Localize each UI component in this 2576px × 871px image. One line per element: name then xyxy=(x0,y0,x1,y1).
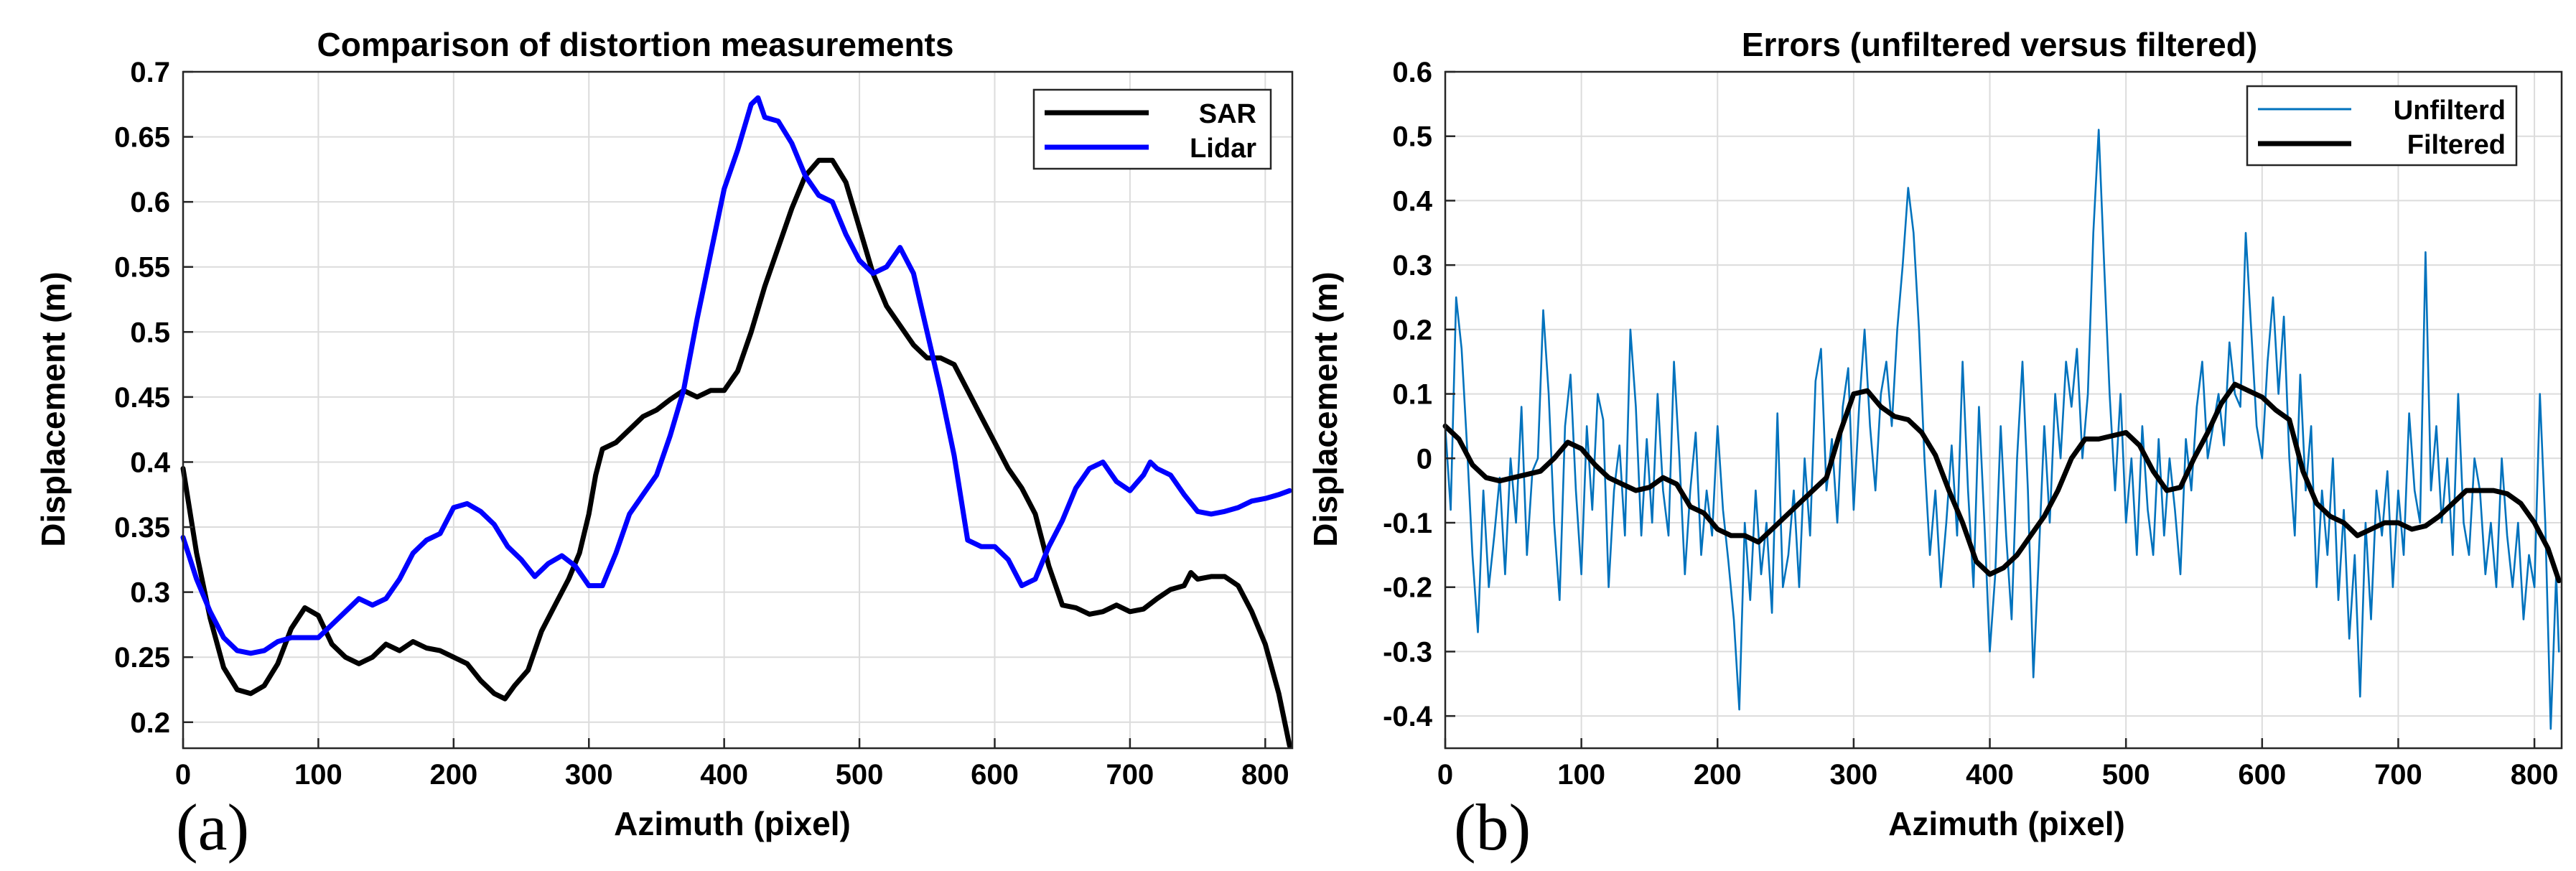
chart-b-ytick-label-8: 0.4 xyxy=(1392,185,1432,217)
chart-b-ytick-label-2: -0.2 xyxy=(1383,572,1432,604)
chart-b-ytick-label-3: -0.1 xyxy=(1383,508,1432,539)
chart-a-legend-box xyxy=(1032,88,1272,170)
chart-a-plot-frame xyxy=(182,70,1294,750)
chart-b-series-filtered-line xyxy=(1442,381,2562,584)
chart-panel-a: Comparison of distortion measurements 0 1… xyxy=(34,26,1294,864)
chart-a-xtick-label-600: 600 xyxy=(971,759,1019,791)
chart-a-xtick-label-700: 700 xyxy=(1106,759,1154,791)
chart-a-xtick-label-300: 300 xyxy=(565,759,613,791)
chart-a-ytick-label-4: 0.4 xyxy=(130,447,170,478)
chart-a-ytick-label-10: 0.7 xyxy=(130,57,170,88)
chart-a-legend: SAR Lidar xyxy=(1032,88,1272,170)
panel-label-b: (b) xyxy=(1454,791,1531,864)
chart-a-ytick-label-0: 0.2 xyxy=(130,707,170,739)
chart-a-series-sar-line xyxy=(180,157,1292,748)
chart-a-ytick-label-5: 0.45 xyxy=(114,382,170,414)
chart-a-xtick-label-200: 200 xyxy=(429,759,477,791)
chart-a-ytick-label-2: 0.3 xyxy=(130,577,170,609)
chart-b-xtick-label-400: 400 xyxy=(1966,759,2014,791)
chart-a-xlabel: Azimuth (pixel) xyxy=(614,805,851,842)
chart-b-ytick-label-6: 0.2 xyxy=(1392,315,1432,346)
chart-b-ytick-label-10: 0.6 xyxy=(1392,57,1432,88)
chart-b-legend-box xyxy=(2246,85,2518,167)
legend-label-sar: SAR xyxy=(1199,99,1256,129)
chart-b-ytick-label-0: -0.4 xyxy=(1383,701,1433,732)
chart-b-ytick-label-9: 0.5 xyxy=(1392,121,1432,153)
chart-b-series-unfilterd-line xyxy=(1444,129,2560,730)
legend-label-unfilterd: Unfilterd xyxy=(2394,96,2506,126)
legend-label-lidar: Lidar xyxy=(1190,134,1256,164)
chart-b-ytick-label-1: -0.3 xyxy=(1383,636,1432,668)
chart-b-legend: Unfilterd Filtered xyxy=(2246,85,2518,167)
chart-b-title: Errors (unfiltered versus filtered) xyxy=(1742,26,2257,63)
chart-a-xtick-label-0: 0 xyxy=(175,759,191,791)
chart-a-series-lidar-line xyxy=(180,95,1292,656)
chart-a-xtick-label-400: 400 xyxy=(700,759,748,791)
chart-a-ytick-label-1: 0.25 xyxy=(114,642,170,674)
chart-b-series-layer xyxy=(1442,129,2562,730)
panel-label-a: (a) xyxy=(176,791,249,864)
chart-a-xtick-label-800: 800 xyxy=(1241,759,1289,791)
chart-b-ytick-label-5: 0.1 xyxy=(1392,379,1432,411)
chart-panel-b: Errors (unfiltered versus filtered) 0 100… xyxy=(1307,26,2563,864)
chart-b-xtick-label-800: 800 xyxy=(2511,759,2559,791)
chart-a-xtick-label-500: 500 xyxy=(836,759,884,791)
chart-b-xtick-label-100: 100 xyxy=(1557,759,1605,791)
chart-a-title: Comparison of distortion measurements xyxy=(317,26,954,63)
chart-b-plot-frame xyxy=(1444,70,2563,750)
chart-a-ylabel: Displacement (m) xyxy=(34,271,72,546)
chart-a-ytick-label-6: 0.5 xyxy=(130,317,170,348)
chart-a-ytick-label-9: 0.65 xyxy=(114,122,170,154)
chart-b-ticks: 0 100 200 300 400 500 600 700 800 -0.4 -0.3 -0.2 -0.… xyxy=(1383,57,2558,791)
chart-b-ylabel: Displacement (m) xyxy=(1307,271,1344,546)
chart-a-xtick-label-100: 100 xyxy=(294,759,342,791)
chart-a-series-layer xyxy=(180,95,1292,748)
chart-a-ytick-label-3: 0.35 xyxy=(114,512,170,544)
chart-b-xtick-label-200: 200 xyxy=(1694,759,1742,791)
chart-a-ytick-label-7: 0.55 xyxy=(114,252,170,284)
chart-b-xtick-label-500: 500 xyxy=(2102,759,2150,791)
chart-b-xtick-label-300: 300 xyxy=(1830,759,1878,791)
chart-b-ytick-label-4: 0 xyxy=(1417,443,1432,475)
chart-b-ytick-label-7: 0.3 xyxy=(1392,250,1432,281)
chart-b-xlabel: Azimuth (pixel) xyxy=(1888,805,2125,842)
chart-b-xtick-label-600: 600 xyxy=(2238,759,2286,791)
chart-a-ticks: 0 100 200 300 400 500 600 700 800 0.2 0.25 0.3 0.35 0… xyxy=(114,57,1289,791)
chart-b-xtick-label-700: 700 xyxy=(2374,759,2422,791)
legend-label-filtered: Filtered xyxy=(2407,130,2506,160)
chart-b-xtick-label-0: 0 xyxy=(1437,759,1453,791)
chart-a-ytick-label-8: 0.6 xyxy=(130,187,170,218)
